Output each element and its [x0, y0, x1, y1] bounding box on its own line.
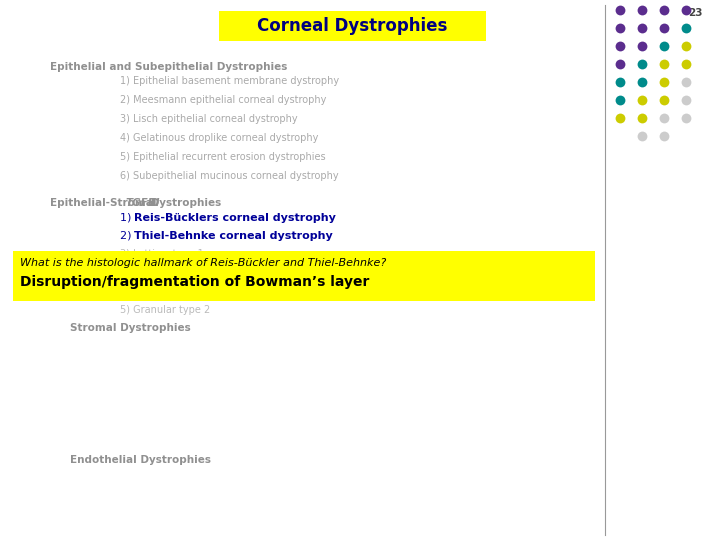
- Text: 5) Epithelial recurrent erosion dystrophies: 5) Epithelial recurrent erosion dystroph…: [120, 152, 325, 162]
- Point: [658, 60, 670, 69]
- Text: 1): 1): [120, 213, 135, 223]
- Point: [636, 96, 648, 104]
- Point: [680, 114, 692, 123]
- Text: 3) Lattice, type 1: 3) Lattice, type 1: [120, 249, 204, 259]
- Point: [680, 42, 692, 50]
- Point: [680, 60, 692, 69]
- Text: Endothelial Dystrophies: Endothelial Dystrophies: [70, 455, 211, 465]
- Point: [658, 6, 670, 15]
- Text: Dystrophies: Dystrophies: [147, 198, 221, 208]
- FancyBboxPatch shape: [219, 11, 486, 41]
- Point: [658, 42, 670, 50]
- Point: [636, 60, 648, 69]
- Point: [680, 78, 692, 86]
- Text: Epithelial-Stromal: Epithelial-Stromal: [50, 198, 160, 208]
- FancyBboxPatch shape: [13, 251, 595, 301]
- Text: Corneal Dystrophies: Corneal Dystrophies: [257, 17, 447, 35]
- Point: [636, 132, 648, 140]
- Point: [658, 96, 670, 104]
- Text: Thiel-Behnke corneal dystrophy: Thiel-Behnke corneal dystrophy: [134, 231, 333, 241]
- Point: [680, 24, 692, 32]
- Text: 5) Granular type 2: 5) Granular type 2: [120, 305, 210, 315]
- Point: [658, 24, 670, 32]
- Point: [614, 60, 626, 69]
- Point: [658, 132, 670, 140]
- Point: [680, 6, 692, 15]
- Point: [636, 114, 648, 123]
- Text: 6) Subepithelial mucinous corneal dystrophy: 6) Subepithelial mucinous corneal dystro…: [120, 171, 338, 181]
- Text: 2): 2): [120, 231, 135, 241]
- Text: Epithelial and Subepithelial Dystrophies: Epithelial and Subepithelial Dystrophies: [50, 62, 287, 72]
- Point: [614, 78, 626, 86]
- Point: [636, 42, 648, 50]
- Point: [680, 96, 692, 104]
- Text: 23: 23: [688, 8, 703, 18]
- Point: [614, 96, 626, 104]
- Text: TGFBI: TGFBI: [126, 198, 161, 208]
- Point: [614, 6, 626, 15]
- Text: 1) Epithelial basement membrane dystrophy: 1) Epithelial basement membrane dystroph…: [120, 76, 339, 86]
- Point: [614, 42, 626, 50]
- Point: [636, 78, 648, 86]
- Point: [614, 24, 626, 32]
- Text: What is the histologic hallmark of Reis-Bückler and Thiel-Behnke?: What is the histologic hallmark of Reis-…: [20, 258, 386, 268]
- Text: 4) Gelatinous droplike corneal dystrophy: 4) Gelatinous droplike corneal dystrophy: [120, 133, 318, 143]
- Point: [636, 6, 648, 15]
- Point: [636, 24, 648, 32]
- Text: 2) Meesmann epithelial corneal dystrophy: 2) Meesmann epithelial corneal dystrophy: [120, 95, 326, 105]
- Text: Disruption/fragmentation of Bowman’s layer: Disruption/fragmentation of Bowman’s lay…: [20, 275, 369, 289]
- Text: 3) Lisch epithelial corneal dystrophy: 3) Lisch epithelial corneal dystrophy: [120, 114, 297, 124]
- Point: [658, 114, 670, 123]
- Text: Reis-Bücklers corneal dystrophy: Reis-Bücklers corneal dystrophy: [134, 213, 336, 223]
- Point: [658, 78, 670, 86]
- Point: [614, 114, 626, 123]
- Text: Stromal Dystrophies: Stromal Dystrophies: [70, 323, 191, 333]
